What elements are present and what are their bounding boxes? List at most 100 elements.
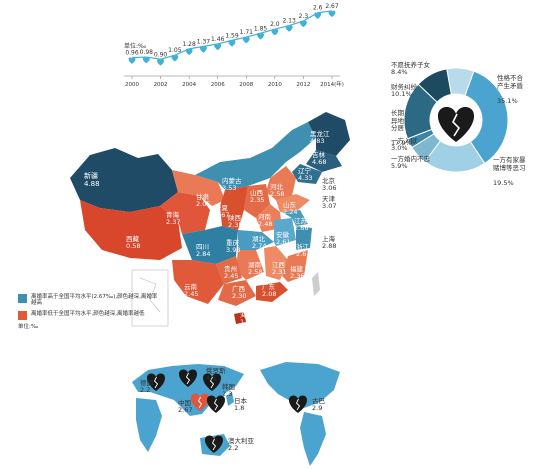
- landmass-south-america: [300, 412, 326, 466]
- region-guizhou: [216, 256, 242, 284]
- legend-text: 离婚率低于全国平均水平,颜色越深,离婚率越低: [31, 310, 145, 317]
- prov-value: 2.67: [296, 250, 311, 259]
- prov-guizhou: 贵州 2.45: [224, 265, 239, 281]
- prov-name: 青海: [166, 211, 179, 219]
- prov-value: 2.61: [276, 238, 291, 247]
- country-value: 2.3: [222, 390, 233, 399]
- prov-value: 2.08: [262, 290, 277, 299]
- region-hebei: [266, 166, 296, 200]
- prov-name: 上海: [322, 235, 335, 243]
- trend-value-label: 1.28: [182, 41, 196, 48]
- prov-value: 2.84: [196, 250, 211, 259]
- south-china-sea-inset: [131, 269, 169, 327]
- prov-value: 2.30: [232, 292, 247, 301]
- donut-slice: [464, 70, 509, 165]
- legend-swatch-red: [18, 310, 27, 320]
- prov-liaoning: 辽宁 4.33: [298, 167, 312, 183]
- trend-x-label: 2012: [296, 82, 310, 88]
- heart-marker-icon: [328, 10, 336, 18]
- region-hunan: [236, 250, 264, 280]
- prov-value: 2.45: [224, 272, 239, 281]
- prov-guangxi: 广西 2.30: [232, 285, 247, 301]
- pie-label-children: 不愿抚养子女 8.4%: [391, 61, 441, 77]
- region-heilongjiang: [308, 112, 350, 156]
- trend-value-label: 1.59: [225, 32, 239, 39]
- prov-jiangxi: 江西 2.31: [272, 261, 286, 277]
- country-germany: 德国 2.2: [140, 379, 153, 395]
- prov-neimenggu: 内蒙古 3.53: [222, 177, 242, 193]
- country-value: 1.8: [234, 404, 245, 413]
- map-legend: 离婚率高于全国平均水平(2.67‰),颜色越深,离婚率越高 离婚率低于全国平均水…: [18, 294, 158, 330]
- trend-x-label: 2014(年): [320, 80, 344, 88]
- pie-label-pct: 19.5%: [493, 178, 514, 187]
- prov-name: 天津: [322, 195, 335, 203]
- region-guangdong: [256, 282, 288, 302]
- prov-hebei: 河北 2.58: [270, 183, 284, 199]
- prov-name: 黑龙江: [310, 130, 330, 138]
- heart-marker-icon: [171, 54, 179, 62]
- region-guangxi: [218, 280, 256, 306]
- pie-label-finance: 财务纠纷 10.1%: [391, 83, 431, 99]
- country-russia: 俄罗斯 4.5: [206, 367, 226, 383]
- region-gansu: [172, 170, 225, 206]
- country-cuba: 古巴 2.9: [312, 397, 325, 413]
- prov-name: 云南: [184, 283, 197, 291]
- region-shanxi: [244, 184, 270, 218]
- prov-zhejiang: 浙江 2.67: [296, 243, 311, 259]
- prov-name: 新疆: [84, 172, 98, 180]
- country-name: 德国: [140, 379, 153, 387]
- region-yunnan: [172, 260, 224, 304]
- pie-label-infidelity: 一方婚内不忠 5.9%: [391, 155, 437, 171]
- country-value: 4.5: [206, 374, 217, 383]
- region-jiangxi: [264, 246, 288, 280]
- pie-label-name: 财务纠纷: [391, 83, 417, 91]
- legend-item-above: 离婚率高于全国平均水平(2.67‰),颜色越深,离婚率越高: [18, 294, 158, 307]
- trend-value-label: 2.6: [313, 5, 323, 12]
- prov-guangdong: 广东 2.08: [262, 283, 277, 299]
- prov-name: 西藏: [126, 235, 139, 243]
- trend-unit: 单位:‰: [124, 43, 147, 50]
- prov-value: 3.93: [226, 246, 241, 255]
- prov-name: 湖南: [248, 261, 261, 269]
- prov-value: 3.53: [222, 184, 237, 193]
- country-korea: 韩国 2.3: [222, 383, 235, 399]
- trend-value-label: 2.67: [325, 3, 339, 10]
- prov-shaanxi: 陕西 2.35: [228, 214, 242, 230]
- prov-value: 2.66: [294, 224, 309, 233]
- prov-value: 2.24: [283, 208, 298, 217]
- legend-text: 离婚率高于全国平均水平(2.67‰),颜色越深,离婚率越高: [31, 294, 158, 307]
- broken-heart-icon: [437, 106, 475, 142]
- prov-name: 宁夏: [215, 204, 228, 212]
- prov-name: 内蒙古: [222, 177, 242, 185]
- pie-label-separation: 长期 异地 分居 17.9%: [391, 103, 421, 155]
- prov-name: 北京: [322, 177, 335, 185]
- pie-label-name: 长期 异地 分居: [391, 109, 404, 133]
- prov-name: 河南: [258, 213, 271, 221]
- region-qinghai: [160, 192, 210, 234]
- prov-name: 辽宁: [298, 167, 311, 175]
- donut-slice: [446, 67, 475, 97]
- country-name: 韩国: [222, 383, 235, 391]
- heart-marker-icon: [185, 48, 193, 56]
- heart-marker-icon: [299, 20, 307, 28]
- prov-name: 安徽: [276, 231, 289, 239]
- legend-unit: 单位:‰: [18, 323, 39, 330]
- country-value: 2.2: [140, 386, 151, 395]
- pie-label-pct: 10.1%: [391, 90, 412, 99]
- country-name: 俄罗斯: [206, 367, 226, 375]
- trend-x-label: 2002: [154, 82, 168, 88]
- heart-marker-icon: [228, 40, 236, 47]
- heart-marker-icon: [257, 33, 265, 40]
- trend-value-label: 1.85: [254, 25, 268, 32]
- prov-value: 2.88: [322, 242, 337, 251]
- prov-value: 3.07: [322, 202, 337, 211]
- prov-name: 河北: [270, 183, 283, 191]
- prov-jilin: 吉林 4.68: [312, 151, 326, 167]
- prov-shanxi: 山西 2.35: [250, 189, 264, 205]
- prov-xinjiang: 新疆 4.88: [84, 172, 100, 188]
- broken-heart-icon: [146, 373, 166, 391]
- pie-label-pct: 17.9%: [391, 139, 412, 148]
- china-map: [70, 112, 350, 327]
- prov-value: 4.88: [84, 180, 100, 189]
- prov-value: 3.06: [322, 184, 337, 193]
